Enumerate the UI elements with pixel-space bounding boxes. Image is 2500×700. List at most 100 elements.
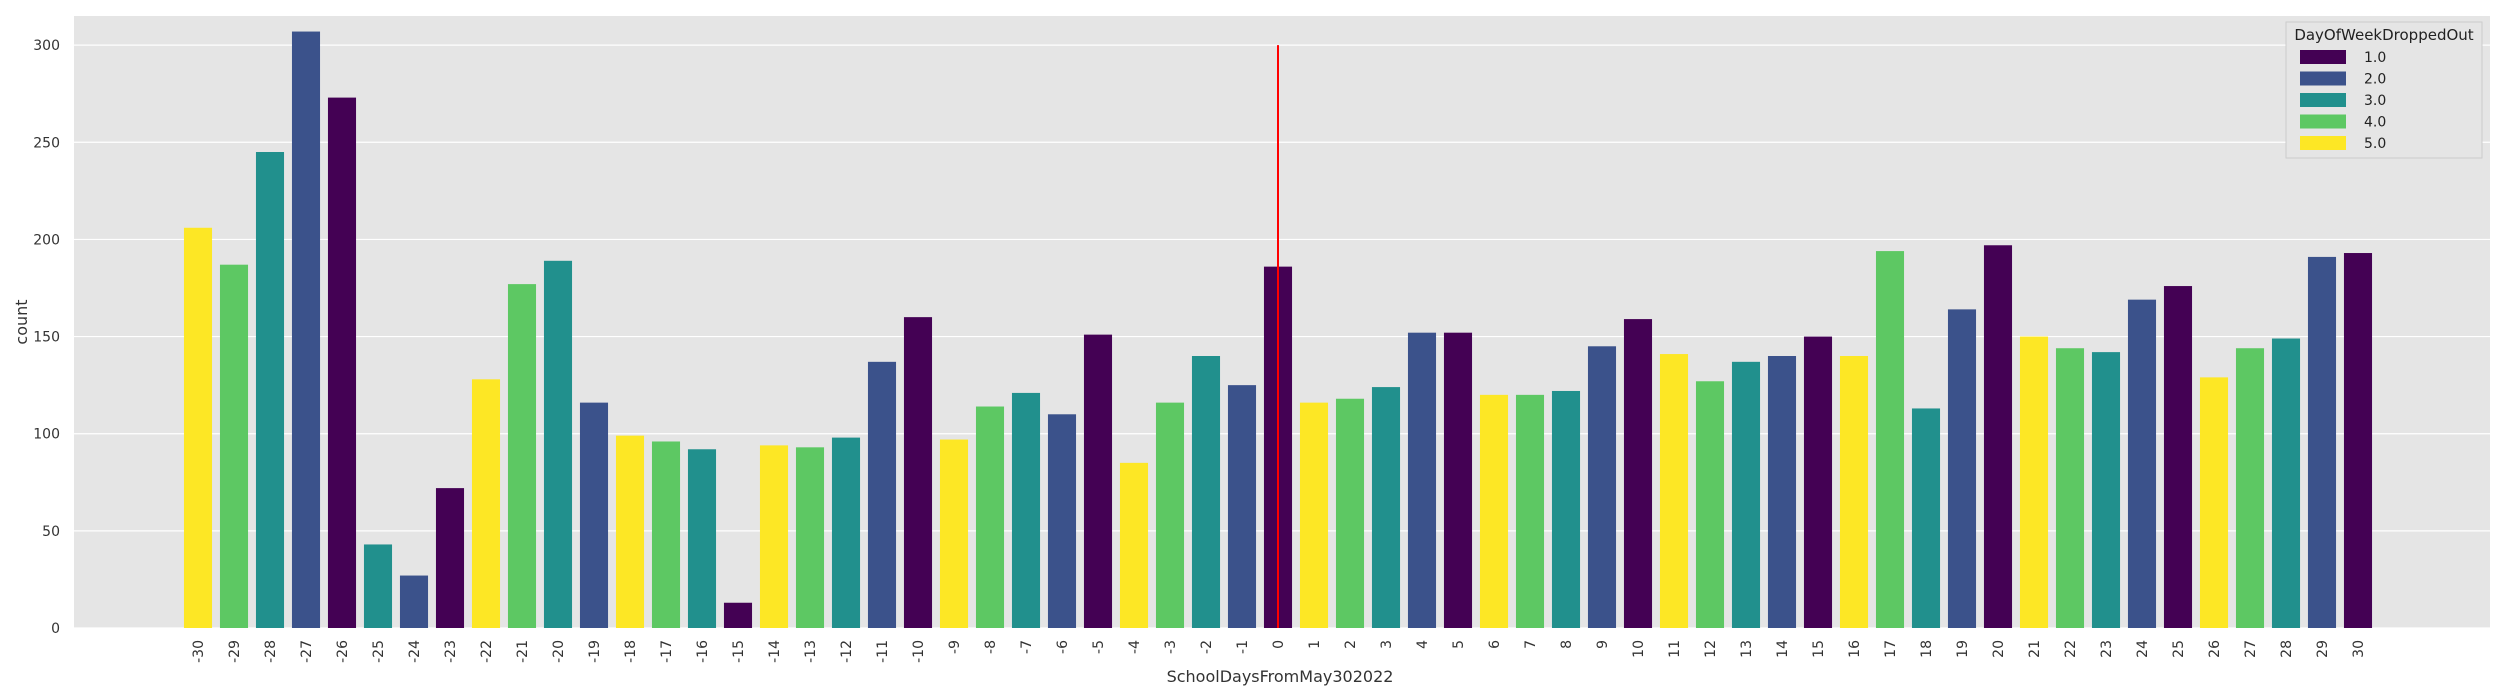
bar: [1479, 394, 1509, 628]
x-tick-label: 6: [1487, 640, 1503, 649]
bar: [363, 544, 393, 628]
x-axis-title: SchoolDaysFromMay302022: [1167, 667, 1394, 686]
x-tick-label: 14: [1775, 640, 1791, 658]
x-tick-label: 12: [1703, 640, 1719, 658]
x-tick-label: -5: [1091, 640, 1107, 654]
legend-title: DayOfWeekDroppedOut: [2294, 26, 2473, 44]
x-tick-label: 11: [1667, 640, 1683, 658]
bar: [2091, 352, 2121, 628]
bar: [2343, 253, 2373, 628]
bar: [435, 488, 465, 628]
x-tick-label: -6: [1055, 640, 1071, 654]
x-tick-label: 28: [2279, 640, 2295, 658]
legend-items: 1.0 2.0 3.0 4.0 5.0: [2300, 50, 2386, 152]
x-tick-label: -23: [443, 640, 459, 663]
bar: [2163, 286, 2193, 628]
x-tick-label: 1: [1307, 640, 1323, 649]
bar: [2019, 336, 2049, 628]
legend-swatch: [2300, 136, 2346, 150]
x-tick-label: -19: [587, 640, 603, 663]
x-tick-label: 13: [1739, 640, 1755, 658]
x-tick-label: 17: [1883, 640, 1899, 658]
x-tick-label: -17: [659, 640, 675, 663]
bar: [1443, 332, 1473, 628]
x-tick-label: 18: [1919, 640, 1935, 658]
bar: [1587, 346, 1617, 628]
legend-label: 2.0: [2364, 72, 2386, 88]
bar: [2271, 338, 2301, 628]
x-tick-label: 25: [2171, 640, 2187, 658]
x-tick-label: -11: [875, 640, 891, 663]
bar: [1767, 356, 1797, 628]
bar: [759, 445, 789, 628]
x-tick-label: -18: [623, 640, 639, 663]
x-tick-label: -1: [1235, 640, 1251, 654]
bar: [903, 317, 933, 628]
x-tick-label: -2: [1199, 640, 1215, 654]
x-tick-label: -20: [551, 640, 567, 663]
bar: [399, 575, 429, 628]
bar: [615, 435, 645, 628]
bar: [1839, 356, 1869, 628]
y-tick-label: 200: [33, 232, 60, 248]
x-tick-label: -21: [515, 640, 531, 663]
bar: [1803, 336, 1833, 628]
x-tick-label: -30: [191, 640, 207, 663]
bar: [867, 361, 897, 628]
y-tick-label: 100: [33, 427, 60, 443]
bar: [1659, 354, 1689, 628]
legend-label: 5.0: [2364, 136, 2386, 152]
legend-box: [2285, 21, 2483, 159]
bar: [1551, 390, 1581, 628]
bar: [1371, 387, 1401, 628]
x-tick-label: -22: [479, 640, 495, 663]
bar: [1011, 392, 1041, 628]
x-tick-label: 30: [2351, 640, 2367, 658]
x-tick-label: 15: [1811, 640, 1827, 658]
x-tick-label: 19: [1955, 640, 1971, 658]
bar: [327, 97, 357, 629]
x-tick-label: 9: [1595, 640, 1611, 649]
x-tick-label: -28: [263, 640, 279, 663]
bar: [1083, 334, 1113, 628]
bar: [1515, 394, 1545, 628]
bar: [687, 449, 717, 628]
x-tick-label: 2: [1343, 640, 1359, 649]
y-tick-label: 300: [33, 38, 60, 54]
legend-label: 1.0: [2364, 50, 2386, 66]
x-tick-label: -24: [407, 640, 423, 663]
x-tick-label: -10: [911, 640, 927, 663]
legend-swatch: [2300, 71, 2346, 86]
bar: [2127, 299, 2157, 628]
bar: [579, 402, 609, 628]
legend-label: 3.0: [2364, 93, 2386, 109]
bar: [1623, 319, 1653, 628]
x-axis-ticks: -30 -29 -28 -27 -26 -25 -24 -23 -22 -21 -20 -19 -18-…: [191, 640, 2367, 663]
legend-swatch: [2300, 93, 2346, 107]
bar: [291, 31, 321, 629]
bar: [723, 602, 753, 628]
bar: [651, 441, 681, 628]
x-tick-label: 16: [1847, 640, 1863, 658]
x-tick-label: 7: [1523, 640, 1539, 649]
bar: [1407, 332, 1437, 628]
x-tick-label: -26: [335, 640, 351, 663]
bar: [831, 437, 861, 628]
bar: [507, 284, 537, 628]
x-tick-label: -7: [1019, 640, 1035, 654]
bars: [183, 31, 2373, 629]
bar: [1947, 309, 1977, 628]
y-tick-label: 50: [42, 524, 60, 540]
bar: [471, 379, 501, 628]
x-tick-label: -13: [803, 640, 819, 663]
bar: [1119, 462, 1149, 628]
x-tick-label: 4: [1415, 640, 1431, 649]
legend-swatch: [2300, 114, 2346, 129]
bar: [255, 152, 285, 628]
bar: [1911, 408, 1941, 628]
x-tick-label: -8: [983, 640, 999, 654]
bar: [1191, 356, 1221, 628]
x-tick-label: -4: [1127, 640, 1143, 654]
bar: [795, 447, 825, 628]
bar: [1335, 398, 1365, 628]
